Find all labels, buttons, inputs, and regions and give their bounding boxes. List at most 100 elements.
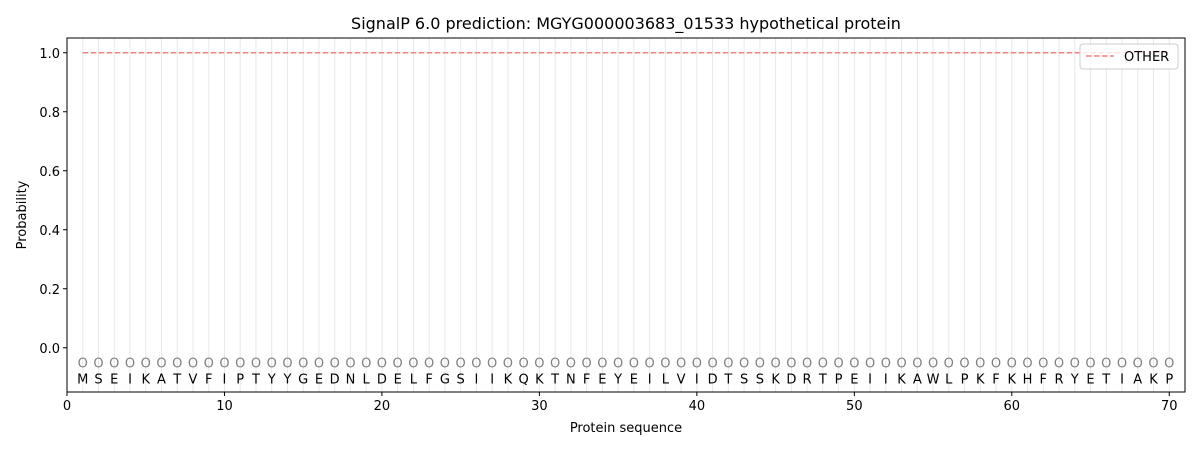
label-marker: O [1007,357,1017,372]
label-marker: O [1022,357,1032,372]
label-marker: O [676,357,686,372]
label-marker: O [550,357,560,372]
residue-label: T [1101,372,1110,387]
label-marker: O [912,357,922,372]
label-marker: O [928,357,938,372]
y-tick-label: 0.8 [39,106,60,121]
residue-label: S [457,372,465,387]
residue-label: Y [267,372,276,387]
residue-label: W [927,372,940,387]
y-axis-label: Probability [15,180,30,249]
residue-label: P [236,372,244,387]
label-marker: O [440,357,450,372]
residue-label: L [410,372,418,387]
residue-label: M [77,372,88,387]
residue-label: E [110,372,118,387]
label-marker: O [770,357,780,372]
label-marker: O [1070,357,1080,372]
residue-label: K [1008,372,1017,387]
label-marker: O [582,357,592,372]
residue-label: I [648,372,652,387]
label-marker: O [707,357,717,372]
label-marker: O [849,357,859,372]
label-marker: O [991,357,1001,372]
residue-label: F [1040,372,1047,387]
label-marker: O [944,357,954,372]
label-marker: O [314,357,324,372]
residue-label: N [346,372,356,387]
label-marker: O [93,357,103,372]
label-marker: O [377,357,387,372]
residue-label: A [913,372,922,387]
residue-label: T [723,372,732,387]
residue-label: T [172,372,181,387]
residue-label: F [425,372,432,387]
legend-label-other: OTHER [1124,50,1169,65]
label-marker: O [345,357,355,372]
label-marker: O [1148,357,1158,372]
label-marker: O [896,357,906,372]
residue-label: K [141,372,150,387]
label-marker: O [156,357,166,372]
residue-label: D [786,372,796,387]
residue-label: K [771,372,780,387]
residue-label: G [298,372,308,387]
label-marker: O [141,357,151,372]
sequence-layer: OMOSOEOIOKOAOTOVOFOIOPOTOYOYOGOEODONOLOD… [77,357,1174,388]
residue-label: S [740,372,748,387]
y-axis: 0.0 0.2 0.4 0.6 0.8 1.0 [39,47,67,357]
x-tick-label: 70 [1161,399,1178,414]
label-marker: O [519,357,529,372]
residue-label: L [363,372,371,387]
residue-label: F [205,372,212,387]
residue-label: K [976,372,985,387]
label-marker: O [424,357,434,372]
residue-label: Y [282,372,291,387]
residue-label: P [835,372,843,387]
residue-label: K [504,372,513,387]
plot-frame [66,37,1186,393]
residue-label: I [474,372,478,387]
legend: OTHER [1079,43,1179,70]
label-marker: O [125,357,135,372]
label-marker: O [881,357,891,372]
label-marker: O [975,357,985,372]
y-tick-label: 0.2 [39,283,60,298]
residue-label: N [566,372,576,387]
label-marker: O [534,357,544,372]
label-marker: O [204,357,214,372]
label-marker: O [802,357,812,372]
x-tick-label: 30 [531,399,548,414]
residue-label: E [315,372,323,387]
label-marker: O [471,357,481,372]
label-marker: O [645,357,655,372]
label-marker: O [267,357,277,372]
label-marker: O [456,357,466,372]
x-tick-label: 40 [689,399,706,414]
residue-label: Q [519,372,529,387]
x-tick-label: 0 [63,399,71,414]
label-marker: O [298,357,308,372]
label-marker: O [282,357,292,372]
label-marker: O [503,357,513,372]
label-marker: O [1164,357,1174,372]
x-axis: 0 10 20 30 40 50 60 70 [63,392,1178,414]
label-marker: O [235,357,245,372]
label-marker: O [1054,357,1064,372]
label-marker: O [1133,357,1143,372]
label-marker: O [865,357,875,372]
label-marker: O [597,357,607,372]
residue-label: R [1055,372,1064,387]
label-marker: O [723,357,733,372]
residue-label: T [251,372,260,387]
residue-label: I [884,372,888,387]
residue-label: K [535,372,544,387]
residue-label: F [583,372,590,387]
label-marker: O [251,357,261,372]
residue-label: G [440,372,450,387]
label-marker: O [833,357,843,372]
label-marker: O [1085,357,1095,372]
label-marker: O [408,357,418,372]
label-marker: O [613,357,623,372]
